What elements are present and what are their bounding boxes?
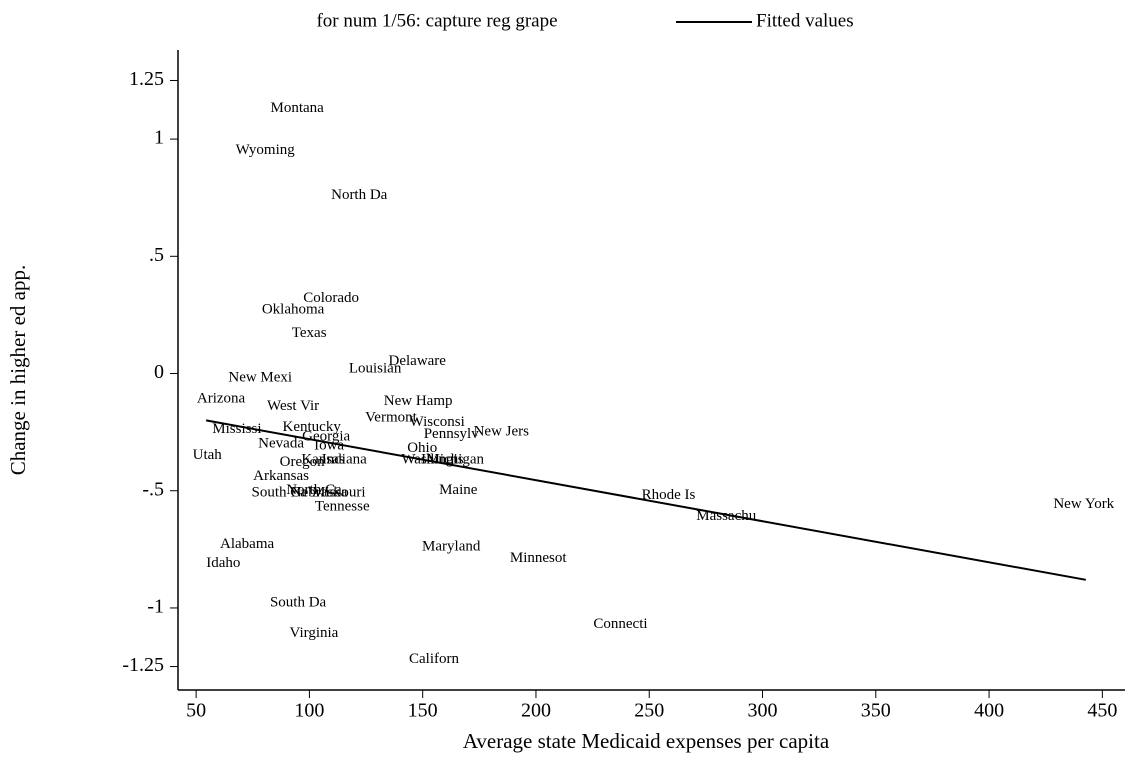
y-tick-label: -1 [147,596,164,618]
point-label: Tennesse [315,499,370,515]
point-label: Nevada [258,435,304,451]
point-label: Californ [409,651,459,667]
point-label: Wisconsi [410,414,465,430]
x-tick-label: 400 [974,700,1004,722]
point-label: South Da [270,595,327,611]
x-axis-label: Average state Medicaid expenses per capi… [463,729,830,753]
y-tick-label: -.5 [142,478,164,500]
point-label: West Vir [267,398,319,414]
point-label: Rhode Is [642,487,696,503]
point-label: Arizona [197,391,246,407]
point-label: New Mexi [228,370,292,386]
point-label: Utah [193,447,223,463]
y-tick-label: 1 [154,127,164,149]
y-tick-label: 1.25 [129,68,164,90]
x-tick-label: 300 [748,700,778,722]
point-label: Mississi [212,421,261,437]
x-tick-label: 450 [1087,700,1117,722]
point-label: Alabama [220,536,274,552]
y-tick-label: -1.25 [122,654,164,676]
x-tick-label: 250 [634,700,664,722]
point-label: Texas [292,325,327,341]
legend-label: for num 1/56: capture reg grape [316,10,557,31]
x-tick-label: 350 [861,700,891,722]
point-label: Arkansas [253,468,309,484]
x-tick-label: 200 [521,700,551,722]
fitted-line [205,419,1086,581]
x-tick-label: 150 [408,700,438,722]
point-label: New Jers [474,424,530,440]
point-label: Virginia [290,625,339,641]
point-label: New York [1053,496,1114,512]
y-tick-label: 0 [154,361,164,383]
point-label: Maryland [422,538,481,554]
x-tick-label: 100 [294,700,324,722]
point-label: Missouri [312,485,365,501]
point-label: Montana [271,100,325,116]
point-label: Nebraska [291,485,348,501]
point-label: Connecti [593,616,647,632]
point-label: Ohio [407,440,437,456]
point-label: Louisian [349,360,402,376]
point-label: South Ca [252,485,308,501]
point-label: Wyoming [236,142,296,158]
point-label: Illinois [421,452,464,468]
point-label: North Ca [286,482,342,498]
point-label: Pennsylv [424,426,480,442]
point-label: Kentucky [283,419,342,435]
point-label: Idaho [206,555,240,571]
point-label: Maine [439,482,478,498]
point-label: North Da [331,187,388,203]
y-axis-label: Change in higher ed app. [6,265,30,476]
point-label: Minnesot [510,550,568,566]
point-label: New Hamp [384,393,453,409]
point-label: Indiana [322,452,367,468]
point-label: Kansas [301,452,344,468]
point-label: Oklahoma [262,302,325,318]
y-tick-label: .5 [149,244,164,266]
point-label: Delaware [389,353,447,369]
point-label: Vermont [365,409,417,425]
point-label: Oregon [280,454,325,470]
legend-label: Fitted values [756,10,854,31]
x-tick-label: 50 [186,700,206,722]
point-label: Colorado [303,290,359,306]
